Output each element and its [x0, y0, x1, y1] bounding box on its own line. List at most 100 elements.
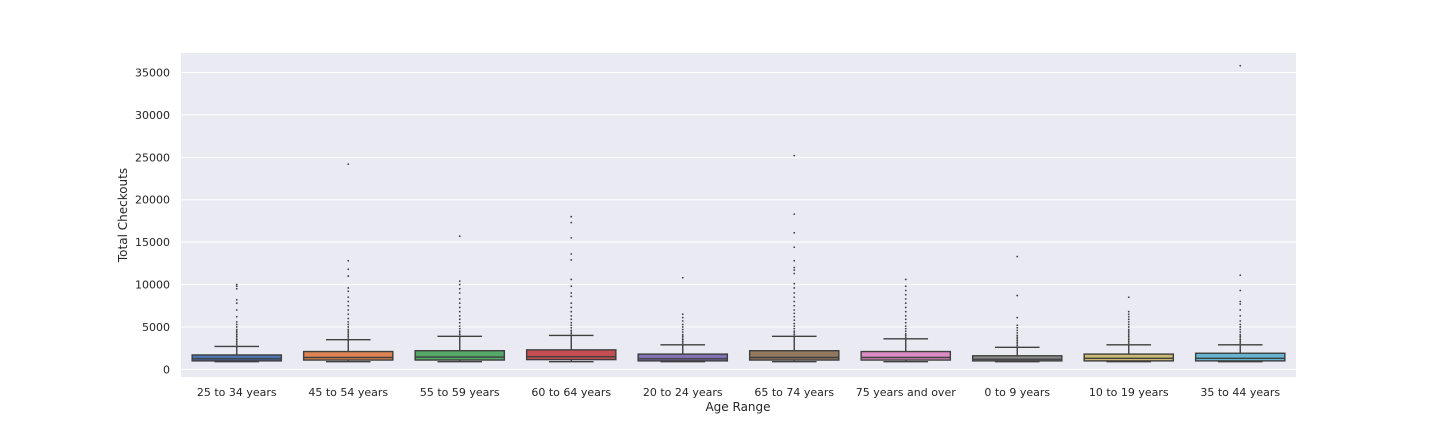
outlier-point	[1127, 331, 1130, 334]
outlier-point	[1239, 340, 1242, 343]
outlier-point	[570, 237, 573, 239]
outlier-point	[681, 276, 684, 279]
outlier-point	[1239, 64, 1242, 67]
x-tick-label: 25 to 34 years	[197, 386, 277, 399]
outlier-point	[1239, 337, 1242, 339]
outlier-point	[904, 298, 907, 300]
outlier-point	[681, 337, 684, 339]
outlier-point	[1127, 328, 1130, 331]
outlier-point	[235, 309, 238, 311]
x-tick-label: 20 to 24 years	[643, 386, 723, 399]
y-tick-label: 25000	[135, 151, 170, 164]
outlier-point	[570, 326, 573, 329]
box-7	[860, 278, 952, 363]
outlier-point	[347, 268, 350, 271]
outlier-point	[793, 304, 796, 307]
outlier-point	[235, 298, 238, 301]
outlier-point	[458, 331, 461, 334]
outlier-point	[347, 300, 350, 303]
outlier-point	[1127, 338, 1130, 341]
outlier-point	[235, 326, 238, 328]
x-tick-label: 0 to 9 years	[984, 386, 1050, 399]
x-tick-label: 60 to 64 years	[531, 386, 611, 399]
outlier-point	[793, 259, 796, 262]
box-1	[191, 283, 283, 363]
outlier-point	[570, 278, 573, 281]
outlier-point	[904, 336, 907, 339]
outlier-point	[681, 331, 684, 333]
outlier-point	[793, 300, 796, 303]
y-tick-label: 30000	[135, 109, 170, 122]
outlier-point	[904, 315, 907, 317]
outlier-point	[570, 315, 573, 317]
outlier-point	[347, 320, 350, 323]
outlier-point	[458, 321, 461, 324]
outlier-point	[347, 331, 350, 334]
outlier-point	[1239, 326, 1242, 328]
x-tick-label: 55 to 59 years	[420, 386, 500, 399]
outlier-point	[347, 259, 350, 262]
y-tick-labels: 0 5000 10000 15000 20000 25000 30000 35000	[135, 67, 170, 377]
outlier-point	[904, 332, 907, 335]
outlier-point	[235, 285, 238, 288]
outlier-point	[235, 340, 238, 343]
outlier-point	[1127, 310, 1130, 313]
outlier-point	[570, 253, 573, 255]
outlier-point	[235, 315, 238, 318]
boxes-layer	[191, 64, 1286, 363]
outlier-point	[904, 310, 907, 313]
outlier-point	[681, 340, 684, 343]
outlier-point	[458, 318, 461, 321]
outlier-point	[570, 285, 573, 288]
box-iqr	[525, 349, 617, 361]
outlier-point	[1127, 323, 1130, 326]
outlier-point	[793, 309, 796, 311]
outlier-point	[235, 328, 238, 331]
outlier-point	[458, 235, 461, 238]
outlier-point	[235, 302, 238, 305]
outlier-point	[458, 280, 461, 283]
outlier-point	[347, 309, 350, 311]
outlier-point	[235, 343, 238, 346]
outlier-point	[1016, 255, 1019, 258]
outlier-point	[904, 285, 907, 288]
box-8	[971, 255, 1063, 363]
y-tick-label: 0	[163, 363, 170, 376]
outlier-point	[458, 287, 461, 290]
outlier-point	[793, 231, 796, 234]
outlier-point	[1239, 274, 1242, 277]
outlier-point	[1127, 335, 1130, 338]
outlier-point	[347, 313, 350, 316]
box-iqr	[1083, 353, 1175, 362]
outlier-point	[347, 328, 350, 331]
box-iqr	[1194, 352, 1286, 362]
plot-background	[181, 53, 1296, 377]
outlier-point	[347, 317, 350, 320]
outlier-point	[458, 315, 461, 317]
outlier-point	[1127, 337, 1130, 339]
outlier-point	[458, 283, 461, 286]
outlier-point	[681, 328, 684, 331]
outlier-point	[570, 292, 573, 294]
outlier-point	[235, 335, 238, 338]
outlier-point	[904, 278, 907, 281]
outlier-point	[1239, 333, 1242, 336]
box-iqr	[971, 355, 1063, 362]
outlier-point	[1016, 326, 1019, 329]
outlier-point	[793, 292, 796, 294]
outlier-point	[793, 322, 796, 325]
outlier-point	[793, 287, 796, 289]
box-iqr	[748, 350, 840, 361]
outlier-point	[1239, 320, 1242, 322]
outlier-point	[458, 306, 461, 309]
outlier-point	[1016, 336, 1019, 339]
x-tick-label: 10 to 19 years	[1089, 386, 1169, 399]
outlier-point	[347, 333, 350, 336]
outlier-point	[793, 296, 796, 299]
outlier-point	[1239, 335, 1242, 338]
outlier-point	[793, 312, 796, 315]
outlier-point	[458, 310, 461, 313]
outlier-point	[904, 330, 907, 333]
outlier-point	[681, 342, 684, 344]
outlier-point	[681, 326, 684, 328]
